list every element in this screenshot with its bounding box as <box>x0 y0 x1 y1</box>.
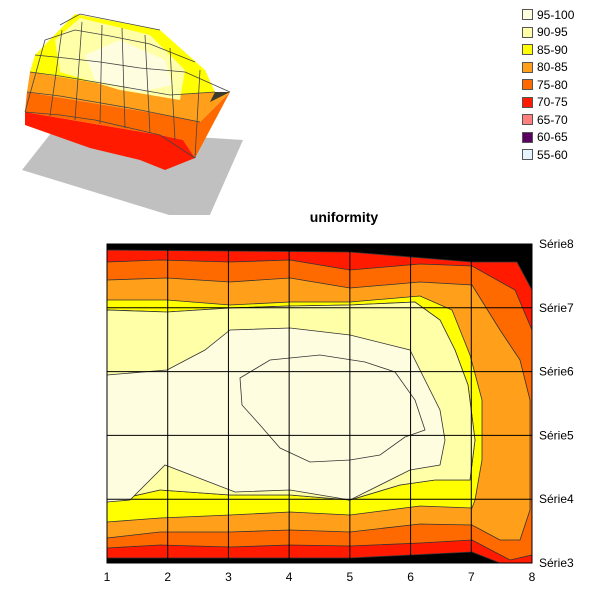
x-tick-label: 6 <box>407 570 414 584</box>
legend-swatch <box>522 61 533 73</box>
chart-title: uniformity <box>310 209 379 225</box>
x-tick-label: 3 <box>225 570 232 584</box>
legend-swatch <box>522 96 533 108</box>
legend: 95-100 90-95 85-90 80-85 75-80 70-75 65-70 60-6… <box>522 6 596 164</box>
legend-item: 85-90 <box>522 41 596 59</box>
legend-item: 60-65 <box>522 129 596 147</box>
y-tick-label: Série6 <box>539 365 574 379</box>
legend-label: 75-80 <box>537 77 568 92</box>
surface-band-orange <box>25 92 230 158</box>
legend-item: 80-85 <box>522 59 596 77</box>
legend-label: 80-85 <box>537 60 568 75</box>
contour-band-90-95 <box>106 301 476 503</box>
legend-label: 85-90 <box>537 42 568 57</box>
legend-label: 55-60 <box>537 147 568 162</box>
legend-swatch <box>522 26 533 38</box>
legend-item: 70-75 <box>522 94 596 112</box>
y-tick-label: Série3 <box>539 556 574 570</box>
y-tick-label: Série8 <box>539 237 574 251</box>
y-axis-ticks: Série3 Série4 Série5 Série6 Série7 Série8 <box>539 237 574 570</box>
legend-item: 75-80 <box>522 76 596 94</box>
contour-band-70-75 <box>106 249 533 564</box>
contour-band-85-90 <box>106 295 483 523</box>
plot-background <box>107 244 532 563</box>
gridlines <box>106 243 533 564</box>
y-tick-label: Série7 <box>539 301 574 315</box>
contour-band-80-85 <box>106 277 531 541</box>
legend-item: 55-60 <box>522 146 596 164</box>
legend-swatch <box>522 131 533 143</box>
legend-item: 65-70 <box>522 111 596 129</box>
x-tick-label: 5 <box>347 570 354 584</box>
legend-label: 60-65 <box>537 130 568 145</box>
contour-band-90-95 <box>106 301 476 503</box>
x-tick-label: 4 <box>286 570 293 584</box>
legend-label: 90-95 <box>537 25 568 40</box>
legend-swatch <box>522 79 533 91</box>
legend-label: 70-75 <box>537 95 568 110</box>
surface-3d-chart <box>22 13 243 215</box>
x-tick-label: 2 <box>164 570 171 584</box>
contour-band-95-100 <box>239 354 426 463</box>
x-tick-label: 7 <box>468 570 475 584</box>
legend-label: 95-100 <box>537 7 575 22</box>
surface-band-red <box>25 112 195 170</box>
legend-item: 95-100 <box>522 6 596 24</box>
contour-band-95-100 <box>106 327 446 503</box>
legend-swatch <box>522 114 533 126</box>
surface-edge-dark <box>210 92 230 102</box>
y-tick-label: Série5 <box>539 428 574 442</box>
plot-border <box>106 243 533 564</box>
legend-swatch <box>522 149 533 161</box>
legend-item: 90-95 <box>522 24 596 42</box>
x-tick-label: 1 <box>104 570 111 584</box>
legend-label: 65-70 <box>537 112 568 127</box>
y-tick-label: Série4 <box>539 492 574 506</box>
plot-area <box>106 244 533 564</box>
legend-swatch <box>522 44 533 56</box>
contour-band-75-80 <box>106 259 533 561</box>
surface-mesh <box>24 13 231 159</box>
x-tick-label: 8 <box>529 570 536 584</box>
x-axis-ticks: 1 2 3 4 5 6 7 8 <box>104 570 536 584</box>
legend-swatch <box>522 9 533 21</box>
